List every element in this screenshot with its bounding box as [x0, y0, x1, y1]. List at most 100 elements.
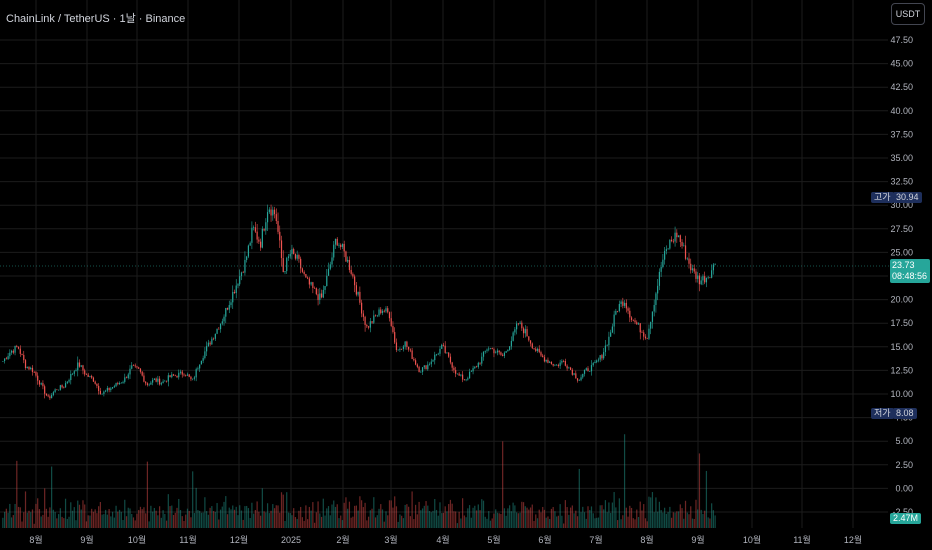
volume-bar: [158, 506, 161, 528]
candle-body: [82, 365, 84, 371]
candle-body: [545, 359, 547, 362]
last-price-value: 23.73: [892, 260, 915, 270]
time-tick-label: 9월: [691, 534, 704, 545]
volume-bar: [308, 506, 310, 528]
candle-body: [319, 293, 321, 300]
candle-body: [568, 367, 570, 369]
candle-body: [89, 376, 91, 377]
volume-bar: [463, 515, 465, 528]
volume-bar: [472, 507, 474, 528]
time-axis[interactable]: 8월 9월 10월 11월 12월 2025 2월 3월 4월 5월 6월 7월 8월 9월 10월 11월 1…: [29, 534, 862, 545]
candle-body: [618, 303, 620, 312]
volume-bar: [456, 523, 459, 528]
volume-bar: [143, 507, 145, 528]
candle-body: [305, 274, 307, 278]
candle-body: [594, 362, 596, 364]
volume-bar: [582, 506, 584, 528]
volume-bar: [543, 509, 546, 528]
candle-body: [556, 364, 558, 366]
candle-body: [688, 258, 690, 264]
candle-body: [152, 379, 154, 383]
candle-body: [566, 365, 568, 369]
candle-body: [521, 322, 523, 329]
candle-body: [451, 362, 453, 368]
volume-bar: [4, 511, 6, 528]
price-axis[interactable]: 47.50 45.00 42.50 40.00 37.50 35.00 32.50 30.00…: [890, 35, 913, 517]
volume-bar: [641, 510, 643, 528]
volume-bar: [40, 516, 42, 528]
candle-body: [702, 276, 704, 281]
chart-title: ChainLink / TetherUS · 1날 · Binance: [6, 13, 186, 25]
volume-bar: [354, 505, 356, 528]
candle-body: [153, 378, 155, 380]
candle-body: [178, 372, 180, 378]
candle-body: [395, 342, 398, 350]
candle-body: [549, 361, 551, 363]
candle-body: [495, 352, 497, 354]
volume-bar: [111, 511, 114, 528]
volume-bar: [383, 521, 385, 528]
candle-body: [658, 271, 661, 286]
volume-bar: [616, 520, 619, 528]
candle-body: [160, 383, 162, 385]
candle-body: [442, 344, 445, 346]
volume-bar: [481, 499, 483, 528]
candle-body: [474, 366, 476, 369]
candle-body: [580, 377, 582, 381]
candle-body: [84, 370, 86, 375]
volume-bar: [373, 497, 375, 528]
currency-unit-button[interactable]: USDT: [891, 3, 925, 25]
volume-bar: [374, 517, 377, 528]
candle-body: [507, 349, 509, 352]
candle-body: [348, 259, 351, 270]
candle-body: [176, 375, 178, 378]
price-tick-label: 10.00: [890, 389, 913, 399]
volume-bar: [540, 512, 542, 528]
candle-body: [357, 291, 359, 295]
volume-bar: [500, 513, 502, 528]
volume-bar: [84, 504, 86, 528]
volume-bar: [188, 510, 190, 528]
volume-bar: [106, 514, 108, 528]
volume-bar: [350, 517, 352, 528]
candle-body: [500, 352, 502, 355]
candle-body: [103, 391, 105, 394]
candle-body: [683, 245, 685, 247]
candle-body: [78, 362, 81, 367]
volume-bar: [529, 507, 532, 528]
candle-body: [322, 289, 324, 298]
candle-body: [240, 272, 243, 277]
candle-body: [35, 371, 37, 376]
candle-body: [604, 345, 607, 353]
volume-bar: [334, 506, 337, 528]
candle-body: [470, 371, 472, 372]
volume-bar: [240, 510, 243, 528]
candle-body: [484, 350, 486, 352]
candle-body: [68, 380, 70, 382]
candle-body: [258, 239, 260, 242]
candle-body: [650, 321, 652, 329]
candle-body: [670, 239, 673, 241]
candle-body: [697, 275, 699, 279]
volume-bar: [712, 510, 714, 528]
candle-body: [221, 321, 223, 324]
candle-body: [113, 386, 115, 388]
volume-bar: [444, 506, 446, 528]
volume-bar: [639, 501, 641, 528]
candle-body: [467, 378, 469, 380]
volume-bar: [333, 500, 335, 528]
candle-body: [52, 392, 54, 395]
candle-body: [108, 388, 110, 391]
candle-body: [369, 321, 371, 328]
volume-bar: [63, 518, 65, 528]
candle-body: [573, 373, 575, 375]
candle-body: [209, 342, 211, 345]
volume-bar: [26, 512, 28, 528]
candle-body: [134, 365, 136, 367]
candle-body: [622, 301, 624, 306]
volume-bar: [453, 511, 455, 528]
volume-bar: [385, 511, 387, 528]
volume-bar: [117, 511, 119, 528]
time-tick-label: 11월: [793, 534, 811, 545]
